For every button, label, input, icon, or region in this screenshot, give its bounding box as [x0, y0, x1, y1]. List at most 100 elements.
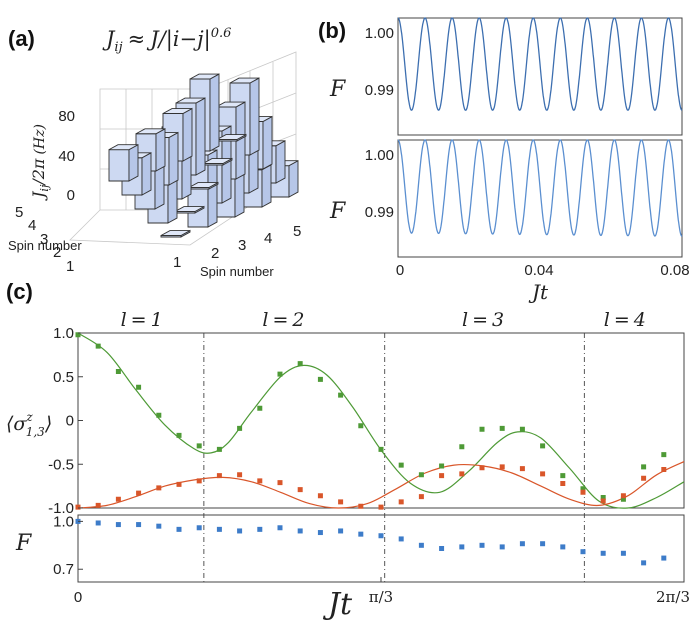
data-point-s0-14 [358, 423, 364, 429]
fidelity-point-5 [176, 526, 182, 532]
b-top-ytick-1: 1.00 [365, 25, 394, 42]
data-point-s1-15 [378, 504, 384, 510]
data-point-s1-13 [338, 499, 344, 505]
data-point-s1-23 [540, 471, 546, 477]
panel-c-fidelity-plot [75, 518, 667, 566]
data-point-s1-7 [216, 473, 222, 479]
x-tick-3: 3 [238, 237, 246, 254]
panel-c-bottom-yticks: 1.0 0.7 [53, 513, 83, 578]
c-top-ylabel: ⟨σz 1,3⟩ [6, 410, 52, 439]
data-point-s1-1 [95, 502, 101, 508]
bar-3-3-top [188, 182, 219, 188]
bar-4-5-side [209, 73, 220, 152]
data-point-s0-18 [439, 463, 445, 469]
bar-4-5-top [189, 73, 220, 80]
bottom-ytick-label-0: 1.0 [53, 513, 74, 530]
data-point-s0-0 [75, 332, 81, 338]
bar-5-3-side [262, 115, 273, 170]
data-point-s1-20 [479, 465, 485, 471]
fidelity-point-21 [499, 544, 505, 550]
panel-a-label: (a) [8, 26, 35, 51]
data-point-s1-17 [418, 494, 424, 500]
y-tick-3: 3 [40, 231, 48, 248]
data-point-s1-27 [620, 493, 626, 499]
theory-line-3 [77, 461, 685, 509]
fidelity-point-2 [115, 522, 121, 528]
region-label-var: l [462, 309, 468, 331]
fidelity-point-8 [237, 528, 243, 534]
data-point-s0-8 [237, 425, 243, 431]
data-point-s0-13 [338, 392, 344, 398]
data-point-s0-25 [580, 486, 586, 492]
c-xlabel: Jt [322, 587, 353, 622]
panel-a-y-axis: 5 4 3 2 1 Spin number [8, 204, 82, 275]
fidelity-point-13 [338, 528, 344, 534]
region-label-eq: = [472, 309, 488, 331]
region-label-4: l = 4 [604, 309, 646, 331]
bar-5-4-top [229, 77, 260, 84]
fidelity-point-17 [418, 542, 424, 548]
y-tick-2: 2 [53, 244, 61, 261]
fidelity-point-6 [196, 525, 202, 531]
fidelity-point-18 [439, 546, 445, 551]
region-label-var: l [262, 309, 268, 331]
data-point-s0-22 [519, 426, 525, 432]
data-point-s0-12 [317, 376, 323, 382]
data-point-s1-9 [257, 478, 263, 484]
region-label-eq: = [272, 309, 288, 331]
data-point-s1-28 [641, 475, 647, 481]
data-point-s1-0 [75, 504, 81, 510]
top-ytick-label-0: 1.0 [53, 325, 74, 342]
data-point-s0-17 [418, 472, 424, 478]
data-point-s0-1 [95, 343, 101, 349]
data-point-s0-9 [257, 405, 263, 411]
bar-3-5-top [162, 108, 193, 114]
y-tick-4: 4 [28, 217, 36, 234]
fidelity-point-22 [519, 541, 525, 547]
bar-2-5-top [135, 128, 166, 135]
z-tick-40: 40 [58, 148, 75, 165]
x-tick-4: 4 [264, 230, 272, 247]
fidelity-point-20 [479, 542, 485, 548]
y-axis-label: Spin number [8, 238, 82, 253]
region-label-eq: = [614, 309, 630, 331]
bar-3-4-top [175, 97, 206, 104]
region-label-eq: = [131, 309, 147, 331]
panel-c-top-frame [77, 332, 685, 509]
bottom-ytick-label-1: 0.7 [53, 561, 74, 578]
b-bottom-ylabel: F [329, 199, 346, 224]
top-ytick-label-1: 0.5 [53, 369, 74, 386]
bar-1-5-top [108, 144, 139, 151]
region-label-1: l = 1 [121, 309, 163, 331]
fidelity-point-19 [459, 544, 465, 550]
b-xtick-2: 0.08 [660, 262, 689, 279]
bar-1-1-top [160, 230, 191, 236]
fidelity-point-23 [540, 541, 546, 547]
fidelity-point-12 [317, 530, 323, 536]
panel-c-region-boundaries [203, 333, 585, 582]
data-point-s1-24 [560, 481, 566, 486]
bar-3-4-side [195, 97, 206, 176]
data-point-s0-11 [297, 361, 303, 367]
z-tick-0: 0 [67, 187, 75, 204]
data-point-s0-29 [661, 452, 667, 458]
region-label-var: l [604, 309, 610, 331]
panel-b-top-fidelity-line [397, 17, 683, 111]
x-tick-2: 2 [211, 245, 219, 262]
data-point-s1-26 [600, 498, 606, 504]
data-point-s0-4 [156, 412, 162, 418]
b-bottom-ytick-1: 1.00 [365, 147, 394, 164]
data-point-s1-14 [358, 503, 364, 509]
bar-1-4-side [141, 152, 152, 196]
panel-b-fidelity-plots: (b) 1.00 0.99 F 1.00 0.99 F 0 0.04 0.08 … [318, 17, 690, 304]
data-point-s1-21 [499, 464, 505, 470]
data-point-s0-28 [641, 464, 647, 470]
panel-a-3d-bar-chart: (a) Jij ≈ J/|i−j|0.6 80 40 0 Jij/2π(Hz) [8, 26, 301, 279]
data-point-s1-12 [317, 493, 323, 499]
fidelity-point-24 [560, 544, 566, 550]
data-point-s1-4 [156, 485, 162, 491]
data-point-s0-24 [560, 473, 566, 479]
bar-2-2-top [174, 206, 205, 212]
bar-1-5-side [128, 143, 139, 182]
